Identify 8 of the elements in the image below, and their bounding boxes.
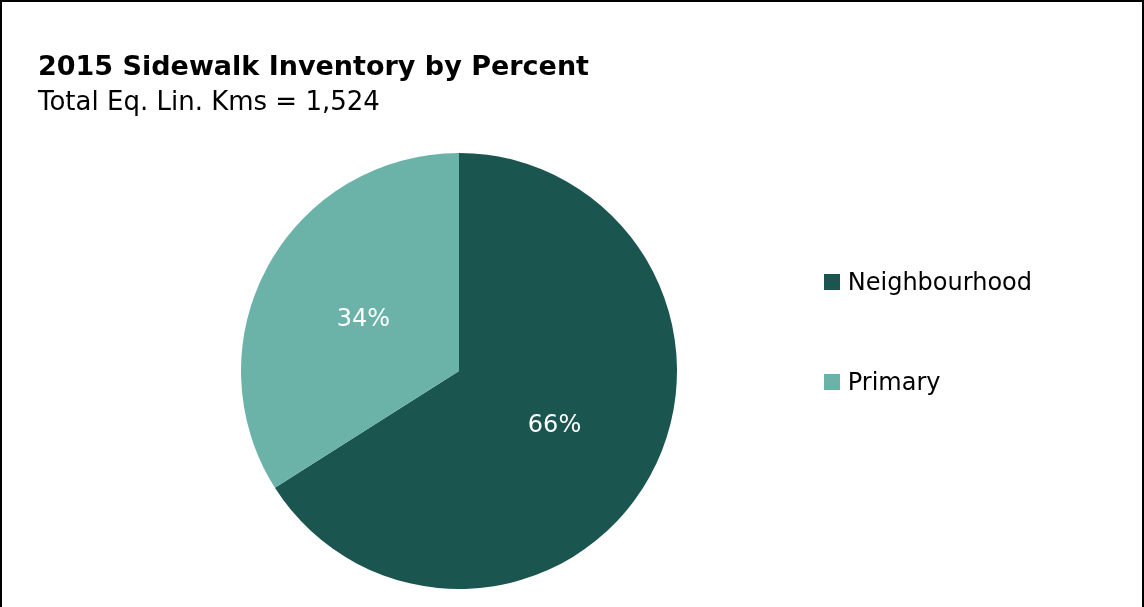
pie-slice: [241, 153, 459, 488]
pie-slice: [274, 153, 677, 589]
legend-label: Neighbourhood: [847, 268, 1032, 296]
data-label: 34%: [336, 304, 391, 333]
data-label: 66%: [527, 409, 582, 438]
chart-subtitle: Total Eq. Lin. Kms = 1,524: [38, 86, 380, 116]
legend-label: Primary: [847, 368, 941, 396]
chart-title: 2015 Sidewalk Inventory by Percent: [38, 50, 590, 81]
